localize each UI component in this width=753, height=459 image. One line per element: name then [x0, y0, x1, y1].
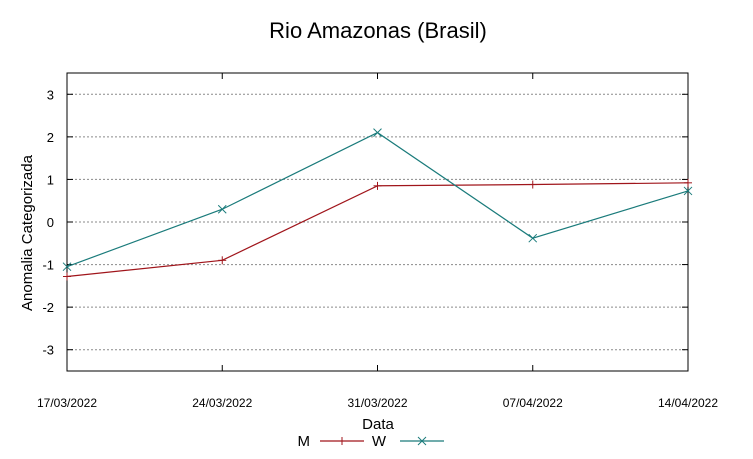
data-point-W	[217, 204, 227, 214]
y-tick-label: -2	[42, 300, 54, 315]
data-point-W	[683, 186, 693, 196]
data-point-W	[62, 262, 72, 272]
x-axis: 17/03/2022 24/03/2022 31/03/2022 07/04/2022…	[37, 73, 718, 410]
y-tick-label: -3	[42, 343, 54, 358]
y-tick-label: 0	[47, 215, 54, 230]
legend-marker-W	[417, 436, 427, 446]
y-tick-label: 3	[47, 87, 54, 102]
data-point-M	[218, 256, 227, 265]
y-axis: -3 -2 -1 0 1 2 3	[42, 87, 688, 358]
x-tick-label: 14/04/2022	[658, 396, 718, 410]
data-point-M	[684, 178, 692, 187]
x-axis-label: Data	[362, 416, 394, 433]
x-tick-label: 31/03/2022	[347, 396, 407, 410]
marker-stroke	[528, 233, 538, 243]
x-tick-label: 07/04/2022	[503, 396, 563, 410]
series-line-M	[66, 182, 689, 278]
y-tick-label: 1	[47, 172, 54, 187]
y-axis-label: Anomalia Categorizada	[19, 154, 36, 311]
series-layer	[62, 128, 693, 281]
marker-stroke	[373, 128, 382, 137]
series-line-W	[66, 131, 689, 268]
legend-marker-M	[338, 437, 346, 445]
data-point-M	[373, 181, 382, 190]
marker-stroke	[683, 186, 693, 196]
y-tick-label: -1	[42, 258, 54, 273]
chart-title: Rio Amazonas (Brasil)	[269, 18, 487, 43]
data-point-W	[528, 233, 538, 243]
marker-stroke	[417, 436, 427, 446]
data-point-M	[528, 180, 537, 189]
marker-stroke	[217, 204, 227, 214]
marker-stroke	[62, 262, 72, 272]
data-point-M	[63, 272, 71, 281]
data-point-W	[373, 128, 382, 137]
legend-label-M: M	[298, 433, 311, 450]
y-tick-label: 2	[47, 130, 54, 145]
x-tick-label: 24/03/2022	[192, 396, 252, 410]
legend-label-W: W	[372, 433, 387, 450]
x-tick-label: 17/03/2022	[37, 396, 97, 410]
